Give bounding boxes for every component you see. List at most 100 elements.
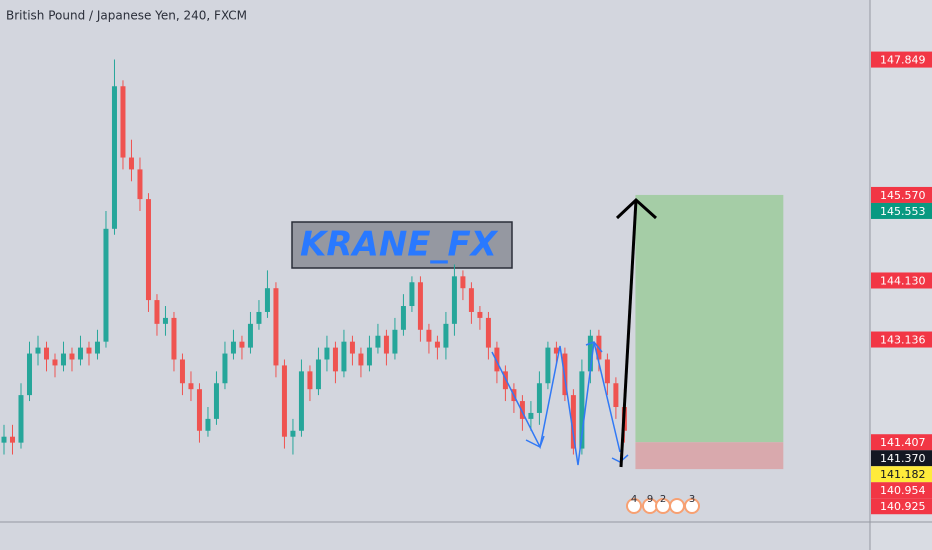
price-label-text: 147.849 [880,54,926,67]
price-label-text: 144.130 [880,274,926,287]
candle-body [18,395,24,443]
price-label-bg [871,466,932,483]
badge-ring [626,498,642,514]
price-label-bg [871,434,932,451]
candle-body [392,329,398,354]
price-label-bg [871,186,932,203]
candle-body [502,371,508,390]
candle-body [451,276,457,324]
arrow-shaft [619,199,638,468]
price-label-bg [871,450,932,467]
watermark-box: KRANE_FX [291,221,513,269]
price-label: 145.570 [871,186,932,203]
candle-body [298,371,304,431]
candle-body [77,347,83,360]
price-label-text: 145.570 [880,189,926,202]
candle-body [273,288,279,366]
price-label-text: 145.553 [880,205,926,218]
price-label: 147.849 [871,51,932,68]
candle-body [366,347,372,366]
candle-body [519,401,525,419]
watermark: KRANE_FX [300,225,499,265]
price-label-text: 143.136 [880,334,926,347]
price-label-bg [871,202,932,219]
badge-label: 4 [631,494,637,505]
candle-body [120,86,126,158]
candle-body [604,359,610,384]
candle-body [570,395,576,449]
zigzag [491,341,621,466]
candle-body [154,300,160,324]
candle-body [179,359,185,384]
candle-body [443,323,449,348]
price-label-text: 141.407 [880,436,926,449]
price-label-bg [871,482,932,499]
candle-body [341,341,347,372]
candle-body [145,199,151,301]
candle-body [375,335,381,348]
candle-body [256,311,262,324]
candle-body [162,317,168,324]
candle-body [60,353,66,366]
candle-body [426,329,432,342]
candle-body [188,383,194,390]
candle-body [417,282,423,330]
candle-body [86,347,92,354]
candle-body [528,412,534,419]
candle-body [579,371,585,449]
candle-body [477,311,483,318]
price-label-bg [871,272,932,289]
price-label: 140.954 [871,482,932,499]
candle-body [264,288,270,312]
candle-body [69,353,75,360]
candle-body [494,347,500,372]
candle-body [485,317,491,348]
candle-body [332,347,338,372]
candle-body [213,383,219,419]
candle-body [400,306,406,330]
candle-body [205,418,211,431]
candle-body [128,157,134,170]
price-label: 141.407 [871,434,932,451]
candle-body [281,365,287,437]
price-label: 145.553 [871,202,932,219]
pattern-drawing [491,341,629,466]
candle-body [358,353,364,366]
price-label: 144.130 [871,272,932,289]
candle-body [460,276,466,289]
candle-body [536,383,542,413]
candle-body [383,335,389,354]
badge-label: 9 [647,494,653,505]
badge-ring [669,498,685,514]
candle-body [35,347,41,354]
price-label: 140.925 [871,498,932,515]
candle-body [247,323,253,348]
projection-arrow [615,197,658,468]
candle-body [434,341,440,348]
price-label-text: 140.925 [880,500,926,513]
watermark-frame [291,221,513,269]
candle-body [52,359,58,366]
candle-body [324,347,330,360]
price-label-text: 141.182 [880,468,926,481]
badge-label: 3 [689,494,695,505]
target-zone [635,194,784,443]
candle-body [545,347,551,384]
candle-body [307,371,313,390]
price-label-bg [871,331,932,348]
position-tool [635,194,784,470]
chart-title: British Pound / Japanese Yen, 240, FXCM [6,9,247,23]
candle-body [43,347,49,360]
candle-body [222,353,228,384]
candle-body [468,288,474,312]
candle-body [103,228,109,342]
stop-zone [635,442,784,470]
arrow-head [615,197,658,220]
candle-body [1,436,7,443]
price-label-text: 141.370 [880,452,926,465]
price-label-text: 140.954 [880,484,926,497]
badge-label: 2 [660,494,666,505]
price-label: 141.370 [871,450,932,467]
